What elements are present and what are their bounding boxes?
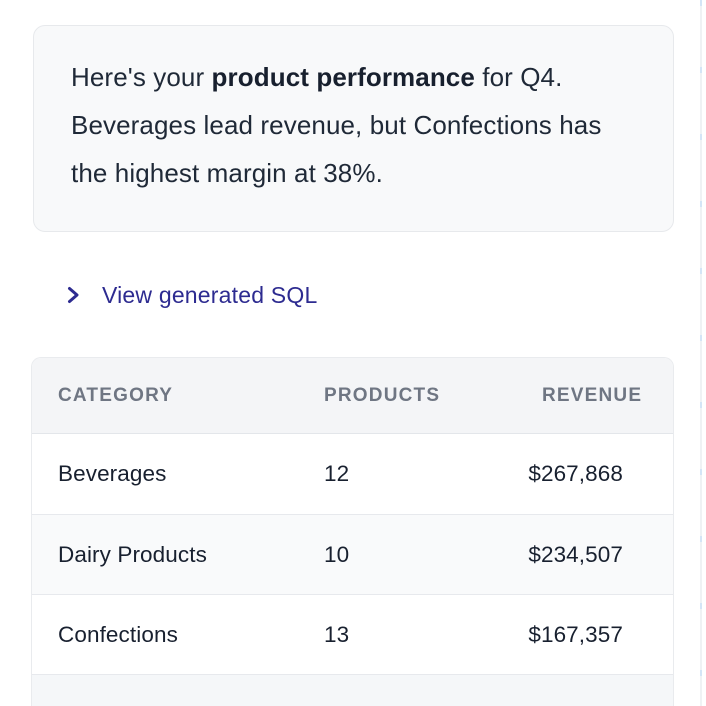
cell-products: 12 bbox=[324, 461, 350, 486]
assistant-message-card: Here's your product performance for Q4. … bbox=[33, 25, 674, 232]
message-segment-after: for Q4. Beverages lead revenue, but Conf… bbox=[71, 62, 602, 188]
right-panel-divider bbox=[700, 0, 702, 706]
results-table: CATEGORY PRODUCTS REVENUE Beverages 12 $… bbox=[31, 357, 674, 706]
cell-category: Beverages bbox=[58, 461, 167, 486]
table-row: Confections 13 $167,357 bbox=[32, 594, 673, 674]
chevron-right-icon bbox=[68, 287, 79, 303]
message-bold-highlight: product performance bbox=[211, 62, 475, 92]
cell-category: Dairy Products bbox=[58, 541, 207, 567]
column-header-revenue: REVENUE bbox=[541, 384, 643, 406]
cell-revenue: $267,868 bbox=[528, 461, 623, 486]
cell-revenue: $234,507 bbox=[528, 541, 623, 567]
cell-products: 13 bbox=[324, 621, 350, 647]
cell-revenue: $167,357 bbox=[528, 621, 623, 647]
table-row-partial bbox=[32, 674, 673, 706]
message-segment-before: Here's your bbox=[71, 62, 212, 92]
table-header-row: CATEGORY PRODUCTS REVENUE bbox=[32, 358, 673, 434]
table-row: Dairy Products 10 $234,507 bbox=[32, 514, 673, 594]
assistant-message-text: Here's your product performance for Q4. … bbox=[71, 53, 643, 197]
cell-category: Confections bbox=[58, 621, 178, 647]
table-row: Beverages 12 $267,868 bbox=[32, 434, 673, 514]
column-header-category: CATEGORY bbox=[58, 384, 174, 406]
column-header-products: PRODUCTS bbox=[324, 384, 441, 406]
cell-products: 10 bbox=[324, 541, 350, 567]
view-sql-toggle[interactable]: View generated SQL bbox=[63, 279, 317, 311]
view-sql-label: View generated SQL bbox=[102, 281, 318, 308]
